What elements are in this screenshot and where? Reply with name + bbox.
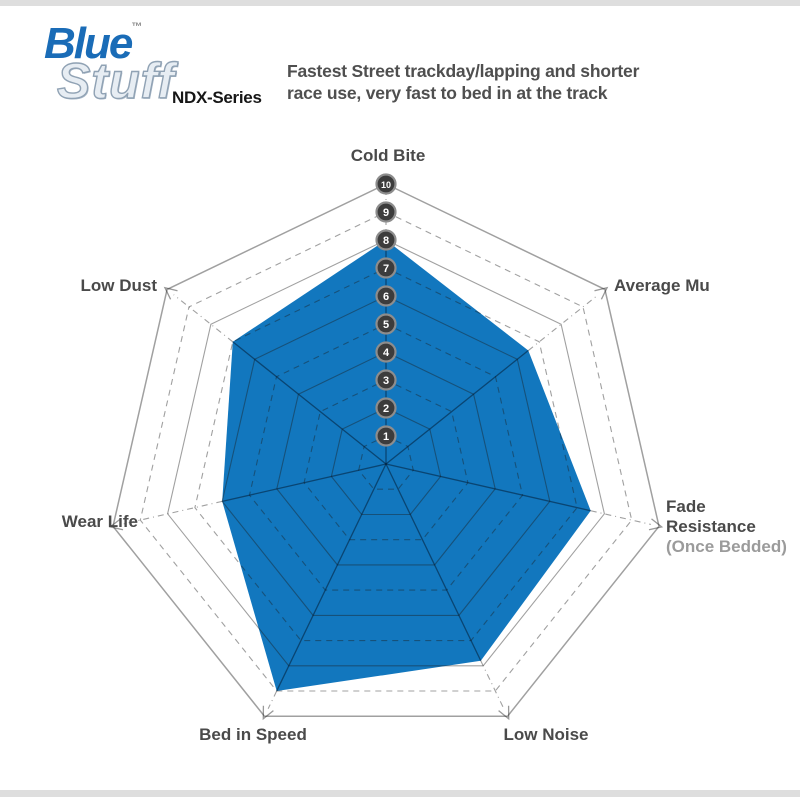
scale-badge-circle — [375, 285, 397, 307]
axis-label-fade-resistance-once-bedded-line-3: (Once Bedded) — [666, 537, 787, 556]
scale-badge-7: 7 — [375, 257, 397, 279]
radar-grid-ring-6 — [221, 295, 551, 616]
radar-axis-outer-wear-life — [121, 500, 223, 525]
scale-badge-circle — [375, 257, 397, 279]
scale-badge-2: 2 — [375, 397, 397, 419]
scale-badge-circle — [375, 173, 397, 195]
scale-badge-label: 9 — [383, 207, 389, 219]
scale-badge-circle — [375, 397, 397, 419]
axis-label-bed-in-speed: Bed in Speed — [199, 725, 307, 744]
axis-label-cold-bite: Cold Bite — [351, 146, 426, 165]
radar-grid-ring-10 — [112, 183, 660, 718]
trademark-symbol: ™ — [131, 21, 143, 33]
axis-arrowhead-icon — [108, 518, 124, 531]
scale-badge-circle — [375, 201, 397, 223]
radar-grid-ring-9 — [139, 211, 633, 692]
scale-badge-label: 10 — [381, 180, 391, 190]
axis-label-average-mu: Average Mu — [614, 276, 710, 295]
top-border-strip — [0, 0, 800, 6]
scale-badge-10: 10 — [375, 173, 397, 195]
radar-grid-ring-8 — [167, 239, 605, 667]
scale-badge-label: 8 — [383, 235, 389, 247]
radar-axis-outer-fade-resistance-once-bedded — [590, 510, 651, 525]
scale-badge-circle — [375, 341, 397, 363]
scale-badge-label: 1 — [383, 431, 389, 443]
radar-axis-outer-bed-in-speed — [267, 690, 278, 709]
description-line-2: race use, very fast to bed in at the tra… — [287, 83, 608, 103]
brand-name-primary: Blue™ — [44, 19, 143, 68]
axis-arrowhead-icon — [498, 705, 510, 721]
scale-badge-4: 4 — [375, 341, 397, 363]
scale-badge-label: 6 — [383, 291, 389, 303]
scale-badge-8: 8 — [375, 229, 397, 251]
brand-name-secondary: Stuff — [56, 53, 175, 109]
radar-grid-ring-2 — [330, 407, 442, 516]
scale-badge-label: 4 — [383, 347, 390, 359]
radar-axis-outer-low-dust — [173, 294, 234, 343]
axis-label-low-dust: Low Dust — [81, 276, 158, 295]
brand-series-label: NDX-Series — [172, 88, 262, 107]
scale-badge-6: 6 — [375, 285, 397, 307]
radar-grid-ring-7 — [194, 267, 578, 642]
axis-arrowhead-icon — [163, 286, 178, 300]
scale-badge-label: 3 — [383, 375, 389, 387]
bottom-border-strip — [0, 790, 800, 797]
scale-badge-5: 5 — [375, 313, 397, 335]
radar-axis-outer-low-noise — [480, 660, 505, 709]
axis-arrowhead-icon — [262, 705, 274, 721]
radar-axis-inner-low-noise — [385, 463, 482, 662]
axis-label-low-noise: Low Noise — [503, 725, 588, 744]
radar-axis-inner-wear-life — [222, 463, 387, 503]
scale-badge-9: 9 — [375, 201, 397, 223]
axis-arrowhead-icon — [594, 286, 609, 300]
scale-badge-label: 2 — [383, 403, 389, 415]
radar-grid-ring-5 — [248, 323, 524, 591]
description-line-1: Fastest Street trackday/lapping and shor… — [287, 61, 640, 81]
axis-label-fade-resistance-once-bedded-line-2: Resistance — [666, 517, 756, 536]
scale-badge-circle — [375, 369, 397, 391]
scale-badge-1: 1 — [375, 425, 397, 447]
radar-grid-ring-4 — [276, 351, 496, 566]
axis-arrowhead-icon — [648, 518, 664, 531]
scale-badge-label: 7 — [383, 263, 389, 275]
radar-axis-inner-average-mu — [385, 350, 529, 465]
radar-axis-inner-fade-resistance-once-bedded — [385, 463, 591, 512]
radar-data-polygon — [222, 240, 591, 691]
radar-axis-inner-bed-in-speed — [276, 463, 387, 692]
scale-badge-circle — [375, 313, 397, 335]
scale-badge-3: 3 — [375, 369, 397, 391]
axis-label-fade-resistance-once-bedded-line-1: Fade — [666, 497, 706, 516]
scale-badge-circle — [375, 425, 397, 447]
scale-badge-circle — [375, 229, 397, 251]
axis-label-wear-life: Wear Life — [62, 512, 138, 531]
scale-badge-label: 5 — [383, 319, 389, 331]
radar-axis-inner-low-dust — [232, 341, 387, 465]
radar-grid-ring-3 — [303, 379, 469, 541]
product-description: Fastest Street trackday/lapping and shor… — [287, 60, 639, 104]
